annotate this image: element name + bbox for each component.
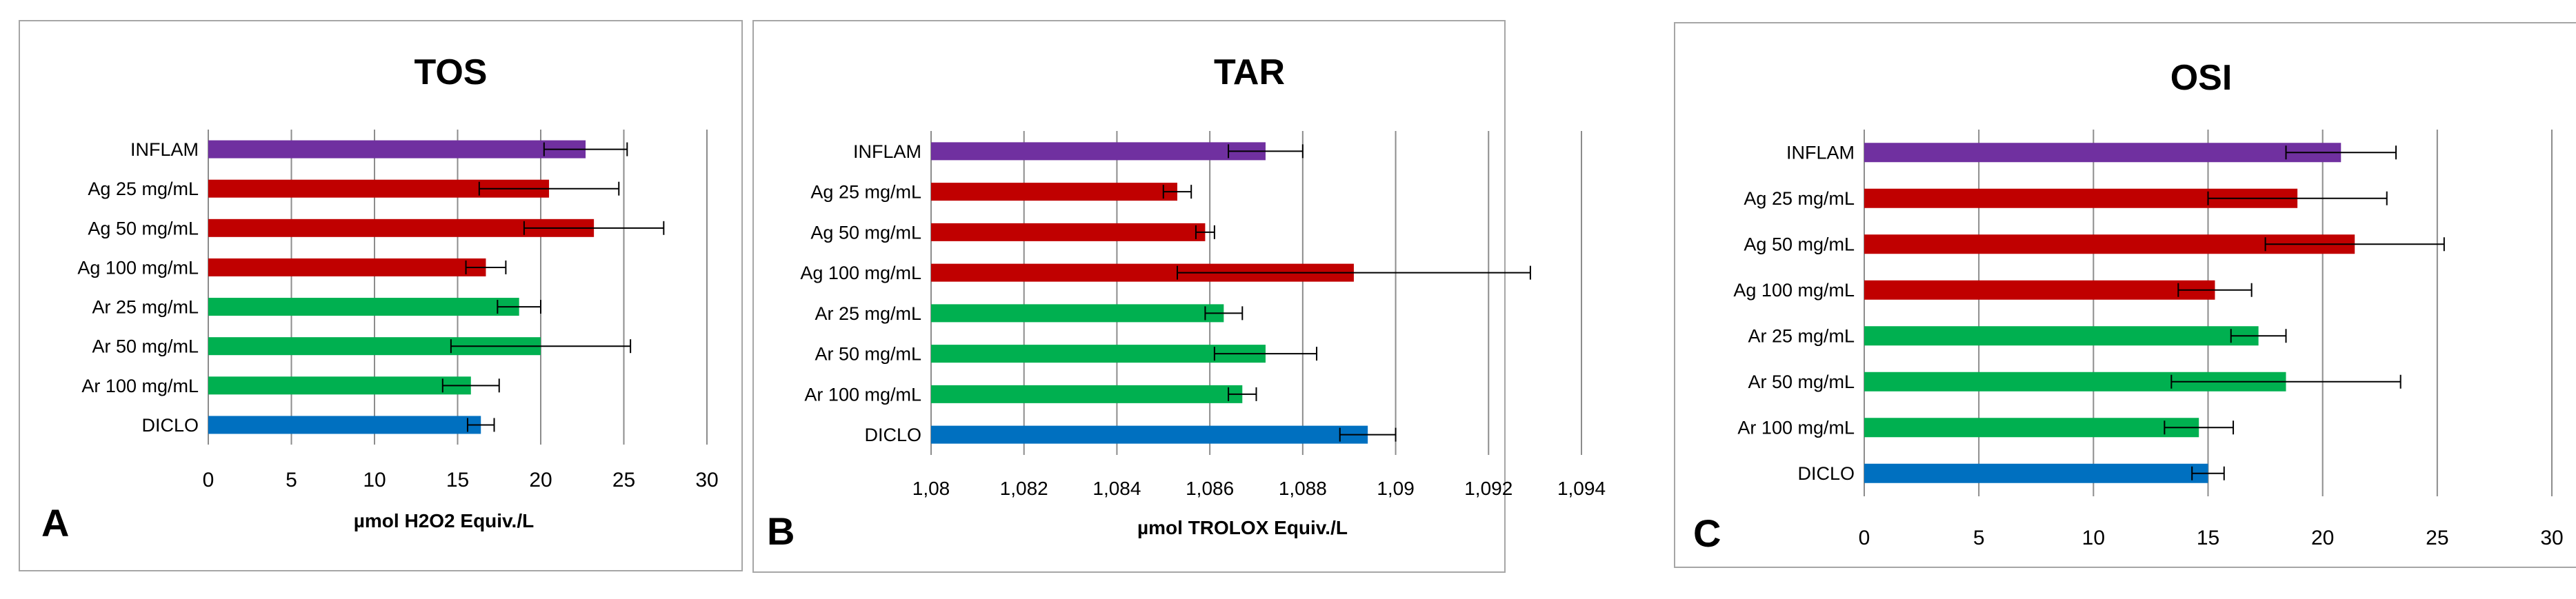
category-label: Ar 100 mg/mL: [81, 376, 199, 396]
x-tick-label: 1,09: [1377, 478, 1415, 499]
bar: [1864, 326, 2259, 346]
bar: [931, 183, 1177, 201]
category-label: Ag 25 mg/mL: [88, 179, 199, 199]
x-tick-label: 0: [203, 469, 214, 491]
chart-frame: [752, 20, 1506, 573]
category-label: INFLAM: [853, 141, 921, 162]
bar: [1864, 280, 2215, 300]
bar: [931, 345, 1266, 363]
chart-title: OSI: [2170, 58, 2233, 98]
x-tick-label: 30: [2540, 527, 2563, 549]
panel-letter: A: [41, 501, 69, 545]
category-label: Ar 100 mg/mL: [1737, 418, 1855, 438]
category-label: INFLAM: [1786, 143, 1855, 163]
category-label: Ag 25 mg/mL: [810, 182, 921, 203]
category-label: DICLO: [864, 425, 921, 445]
x-tick-label: 1,086: [1186, 478, 1234, 499]
bar: [931, 385, 1243, 403]
x-tick-label: 20: [529, 469, 552, 491]
category-label: Ar 100 mg/mL: [804, 384, 921, 405]
bar: [208, 298, 519, 316]
category-label: Ag 50 mg/mL: [88, 218, 199, 238]
category-label: Ar 50 mg/mL: [815, 344, 921, 365]
category-label: DICLO: [141, 415, 199, 436]
category-label: Ag 25 mg/mL: [1744, 188, 1855, 209]
bar: [208, 140, 586, 159]
bar: [931, 223, 1206, 241]
chart-panel-c: OSI INFLAM Ag 25 mg/mL Ag 50 mg/mL Ag 100 mg…: [1674, 22, 2576, 568]
x-tick-label: 1,082: [1000, 478, 1048, 499]
chart-panel-a: TOS INFLAM Ag 25 mg/mL Ag 50 mg/mL Ag 100 mg…: [19, 20, 743, 571]
bar: [208, 416, 481, 434]
category-label: Ar 25 mg/mL: [1748, 326, 1855, 347]
category-label: Ag 50 mg/mL: [810, 222, 921, 243]
chart-title: TAR: [1214, 52, 1285, 92]
category-label: Ar 50 mg/mL: [1748, 372, 1855, 392]
x-tick-label: 5: [1973, 527, 1985, 549]
x-tick-label: 1,084: [1092, 478, 1141, 499]
x-axis-label: µmol TROLOX Equiv./L: [1137, 517, 1348, 538]
bar: [1864, 463, 2208, 483]
category-label: Ag 100 mg/mL: [77, 257, 199, 278]
category-label: Ar 50 mg/mL: [92, 336, 199, 357]
x-tick-label: 1,094: [1557, 478, 1606, 499]
category-label: Ar 25 mg/mL: [815, 303, 921, 324]
x-tick-label: 1,08: [912, 478, 950, 499]
bar: [208, 376, 471, 395]
category-label: Ag 100 mg/mL: [800, 263, 921, 283]
panel-letter: C: [1693, 511, 1721, 555]
x-tick-label: 10: [363, 469, 386, 491]
category-label: DICLO: [1797, 463, 1855, 484]
category-label: Ag 50 mg/mL: [1744, 234, 1855, 255]
category-label: Ar 25 mg/mL: [92, 297, 199, 318]
x-axis-label: µmol H2O2 Equiv./L: [354, 510, 534, 531]
x-tick-label: 1,092: [1464, 478, 1512, 499]
category-label: Ag 100 mg/mL: [1733, 280, 1855, 301]
x-tick-label: 0: [1859, 527, 1870, 549]
bar: [208, 258, 486, 276]
x-tick-label: 15: [446, 469, 469, 491]
bar: [931, 142, 1266, 161]
chart-panel-b: TAR INFLAM Ag 25 mg/mL Ag 50 mg/mL Ag 100 mg…: [752, 20, 1606, 573]
x-tick-label: 30: [695, 469, 718, 491]
bar: [1864, 418, 2199, 438]
bar: [1864, 143, 2342, 163]
chart-title: TOS: [415, 52, 488, 92]
x-tick-label: 10: [2082, 527, 2105, 549]
panel-letter: B: [767, 509, 795, 553]
category-label: INFLAM: [130, 139, 199, 160]
x-tick-label: 25: [612, 469, 635, 491]
x-tick-label: 1,088: [1279, 478, 1327, 499]
x-tick-label: 15: [2197, 527, 2219, 549]
x-tick-label: 5: [286, 469, 297, 491]
bar: [931, 425, 1368, 444]
chart-frame: [19, 20, 743, 571]
bar: [931, 304, 1224, 323]
x-tick-label: 20: [2311, 527, 2334, 549]
x-tick-label: 25: [2426, 527, 2448, 549]
